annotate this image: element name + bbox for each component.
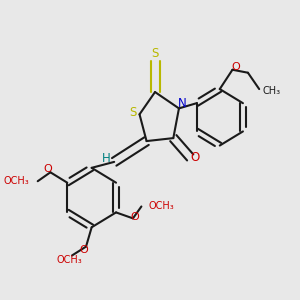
Text: O: O — [231, 62, 240, 72]
Text: S: S — [129, 106, 136, 119]
Text: O: O — [130, 212, 139, 222]
Text: CH₃: CH₃ — [262, 85, 280, 96]
Text: S: S — [151, 47, 159, 60]
Text: OCH₃: OCH₃ — [4, 176, 29, 186]
Text: O: O — [43, 164, 52, 174]
Text: OCH₃: OCH₃ — [148, 202, 174, 212]
Text: N: N — [177, 98, 186, 110]
Text: H: H — [102, 152, 111, 165]
Text: O: O — [80, 244, 88, 255]
Text: O: O — [191, 151, 200, 164]
Text: OCH₃: OCH₃ — [56, 255, 82, 265]
